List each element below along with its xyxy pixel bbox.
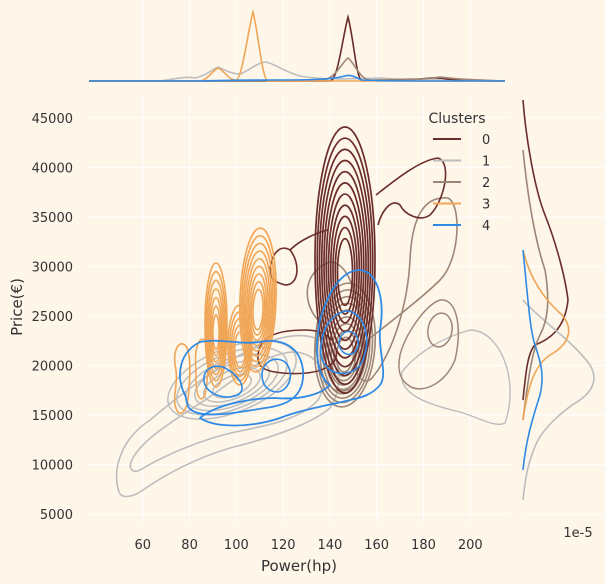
kde-contour-cluster-1	[129, 351, 325, 473]
legend-title: Clusters	[429, 111, 486, 127]
kde-contour-cluster-0	[314, 126, 376, 394]
legend: Clusters 0 1 2 3 4	[429, 111, 491, 234]
kde-contour-cluster-3	[205, 270, 227, 382]
kde-contour-cluster-0	[289, 157, 447, 251]
kde-contour-cluster-3	[245, 257, 271, 352]
x-tick-label: 120	[271, 538, 296, 553]
y-axis-label: Price(€)	[8, 278, 26, 336]
kde-contour-cluster-0	[327, 193, 363, 342]
x-tick-label: 80	[181, 538, 198, 553]
kde-contour-cluster-3	[252, 288, 264, 331]
marginal-offset-label: 1e-5	[563, 526, 592, 541]
legend-label-2: 2	[482, 176, 490, 191]
y-tick-label: 5000	[40, 508, 73, 523]
top-marginal-density-cluster-3	[89, 9, 505, 82]
kde-contour-cluster-4	[319, 310, 368, 375]
kde-contour-cluster-0	[257, 329, 337, 375]
kde-contour-cluster-4	[199, 269, 384, 427]
legend-label-1: 1	[482, 155, 490, 170]
right-marginal-density-cluster-4	[522, 249, 543, 471]
kde-contour-cluster-3	[212, 314, 220, 351]
x-axis-ticks: 60 80 100 120 140 160 180 200	[135, 538, 483, 553]
x-tick-label: 200	[458, 538, 483, 553]
y-tick-label: 25000	[32, 310, 73, 325]
kde-contour-cluster-3	[209, 296, 223, 363]
right-marginal-density-cluster-3	[522, 249, 570, 421]
kde-contour-cluster-4	[338, 330, 359, 356]
top-marginal-density	[89, 0, 506, 82]
y-tick-label: 45000	[32, 112, 73, 127]
x-tick-label: 140	[317, 538, 342, 553]
joint-kde-panel	[89, 96, 511, 522]
y-tick-label: 30000	[32, 260, 73, 275]
kde-contour-cluster-3	[230, 317, 250, 378]
y-tick-label: 40000	[32, 161, 73, 176]
y-axis-ticks: 5000 10000 15000 20000 25000 30000 35000 40000 4…	[32, 112, 73, 523]
kde-contour-cluster-3	[227, 304, 253, 386]
x-tick-label: 100	[224, 538, 249, 553]
y-tick-label: 15000	[32, 409, 73, 424]
y-tick-label: 10000	[32, 459, 73, 474]
kde-contour-cluster-3	[194, 338, 209, 400]
kde-contour-cluster-0	[323, 170, 367, 359]
kde-contour-cluster-0	[332, 215, 358, 324]
kde-contour-cluster-1	[401, 329, 511, 425]
x-axis-label: Power(hp)	[261, 557, 337, 575]
top-marginal-density-cluster-4	[89, 74, 506, 82]
kde-contour-cluster-0	[325, 182, 365, 350]
kde-contour-cluster-3	[173, 343, 191, 414]
kde-contour-cluster-3	[250, 280, 266, 336]
right-marginal-density-cluster-1	[522, 299, 595, 501]
kde-contour-cluster-3	[233, 331, 247, 369]
kde-contour-cluster-1	[194, 360, 270, 408]
kde-contour-cluster-0	[318, 148, 372, 377]
kde-contour-cluster-4	[179, 339, 304, 416]
x-tick-label: 180	[411, 538, 436, 553]
kde-contour-cluster-3	[243, 250, 273, 357]
kde-contour-cluster-0	[316, 137, 374, 386]
kde-contour-cluster-2	[427, 312, 453, 348]
kde-contour-cluster-3	[204, 262, 228, 388]
top-marginal-density-cluster-1	[89, 61, 506, 82]
kde-contour-cluster-2	[330, 322, 360, 382]
kde-contour-cluster-0	[320, 159, 370, 368]
kde-contour-cluster-3	[208, 288, 224, 370]
x-tick-label: 60	[135, 538, 152, 553]
kde-contour-cluster-3	[242, 242, 274, 363]
kde-contours	[115, 126, 511, 498]
legend-label-3: 3	[482, 198, 490, 213]
legend-label-0: 0	[482, 133, 490, 148]
kde-contour-cluster-2	[353, 197, 458, 382]
right-marginal-density-cluster-0	[522, 99, 569, 401]
legend-label-4: 4	[482, 219, 490, 234]
kde-contour-cluster-3	[247, 265, 269, 347]
kde-contour-cluster-3	[210, 305, 222, 357]
kde-contour-cluster-3	[240, 234, 276, 368]
kde-contour-cluster-2	[398, 299, 459, 390]
kde-contour-cluster-3	[239, 227, 277, 373]
kde-contour-cluster-3	[206, 279, 226, 376]
y-tick-label: 35000	[32, 211, 73, 226]
y-tick-label: 20000	[32, 359, 73, 374]
kde-contour-cluster-3	[232, 324, 248, 373]
joint-gridlines	[89, 96, 510, 522]
x-tick-label: 160	[364, 538, 389, 553]
top-marginal-density-cluster-0	[89, 13, 506, 82]
kde-contour-cluster-4	[203, 365, 243, 398]
kde-contour-cluster-3	[248, 273, 268, 342]
top-marginal-density-cluster-2	[89, 57, 506, 82]
kde-contour-cluster-4	[261, 358, 292, 393]
right-marginal-density	[522, 99, 605, 515]
